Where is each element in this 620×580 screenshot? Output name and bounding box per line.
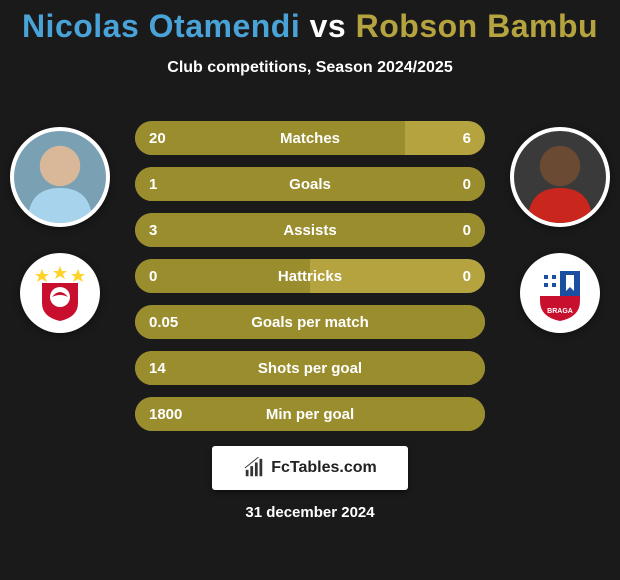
title-player2: Robson Bambu — [356, 8, 598, 44]
brand-text: FcTables.com — [271, 459, 377, 477]
stat-value-left: 3 — [135, 222, 215, 239]
stat-label: Min per goal — [215, 406, 405, 423]
subtitle: Club competitions, Season 2024/2025 — [0, 59, 620, 77]
page-title: Nicolas Otamendi vs Robson Bambu — [0, 0, 620, 45]
stat-value-right: 0 — [405, 176, 485, 193]
stat-row: 1Goals0 — [135, 167, 485, 201]
stat-value-left: 0 — [135, 268, 215, 285]
svg-text:BRAGA: BRAGA — [547, 308, 573, 315]
left-column — [10, 127, 110, 333]
right-column: BRAGA — [510, 127, 610, 333]
braga-crest-icon: BRAGA — [530, 263, 590, 323]
stat-label: Shots per goal — [215, 360, 405, 377]
stat-label: Assists — [215, 222, 405, 239]
person-icon — [14, 131, 106, 223]
stat-label: Goals — [215, 176, 405, 193]
stat-row: 20Matches6 — [135, 121, 485, 155]
comparison-card: Nicolas Otamendi vs Robson Bambu Club co… — [0, 0, 620, 580]
title-player1: Nicolas Otamendi — [22, 8, 300, 44]
stat-row: 1800Min per goal — [135, 397, 485, 431]
stat-value-left: 1800 — [135, 406, 215, 423]
stat-rows: 20Matches61Goals03Assists00Hattricks00.0… — [135, 121, 485, 443]
benfica-crest-icon — [30, 263, 90, 323]
footer-date: 31 december 2024 — [0, 504, 620, 521]
stat-value-left: 20 — [135, 130, 215, 147]
brand-card[interactable]: FcTables.com — [212, 446, 408, 490]
player2-club-crest: BRAGA — [520, 253, 600, 333]
stat-label: Hattricks — [215, 268, 405, 285]
stat-row: 3Assists0 — [135, 213, 485, 247]
stat-value-right: 6 — [405, 130, 485, 147]
title-vs: vs — [310, 8, 347, 44]
stat-value-right: 0 — [405, 222, 485, 239]
stat-label: Matches — [215, 130, 405, 147]
stat-label: Goals per match — [215, 314, 405, 331]
chart-icon — [243, 457, 265, 479]
stat-value-left: 1 — [135, 176, 215, 193]
player1-club-crest — [20, 253, 100, 333]
stat-row: 14Shots per goal — [135, 351, 485, 385]
stat-row: 0.05Goals per match — [135, 305, 485, 339]
person-icon — [514, 131, 606, 223]
stat-value-left: 14 — [135, 360, 215, 377]
stat-value-left: 0.05 — [135, 314, 215, 331]
stat-value-right: 0 — [405, 268, 485, 285]
player2-avatar — [510, 127, 610, 227]
player1-avatar — [10, 127, 110, 227]
stat-row: 0Hattricks0 — [135, 259, 485, 293]
